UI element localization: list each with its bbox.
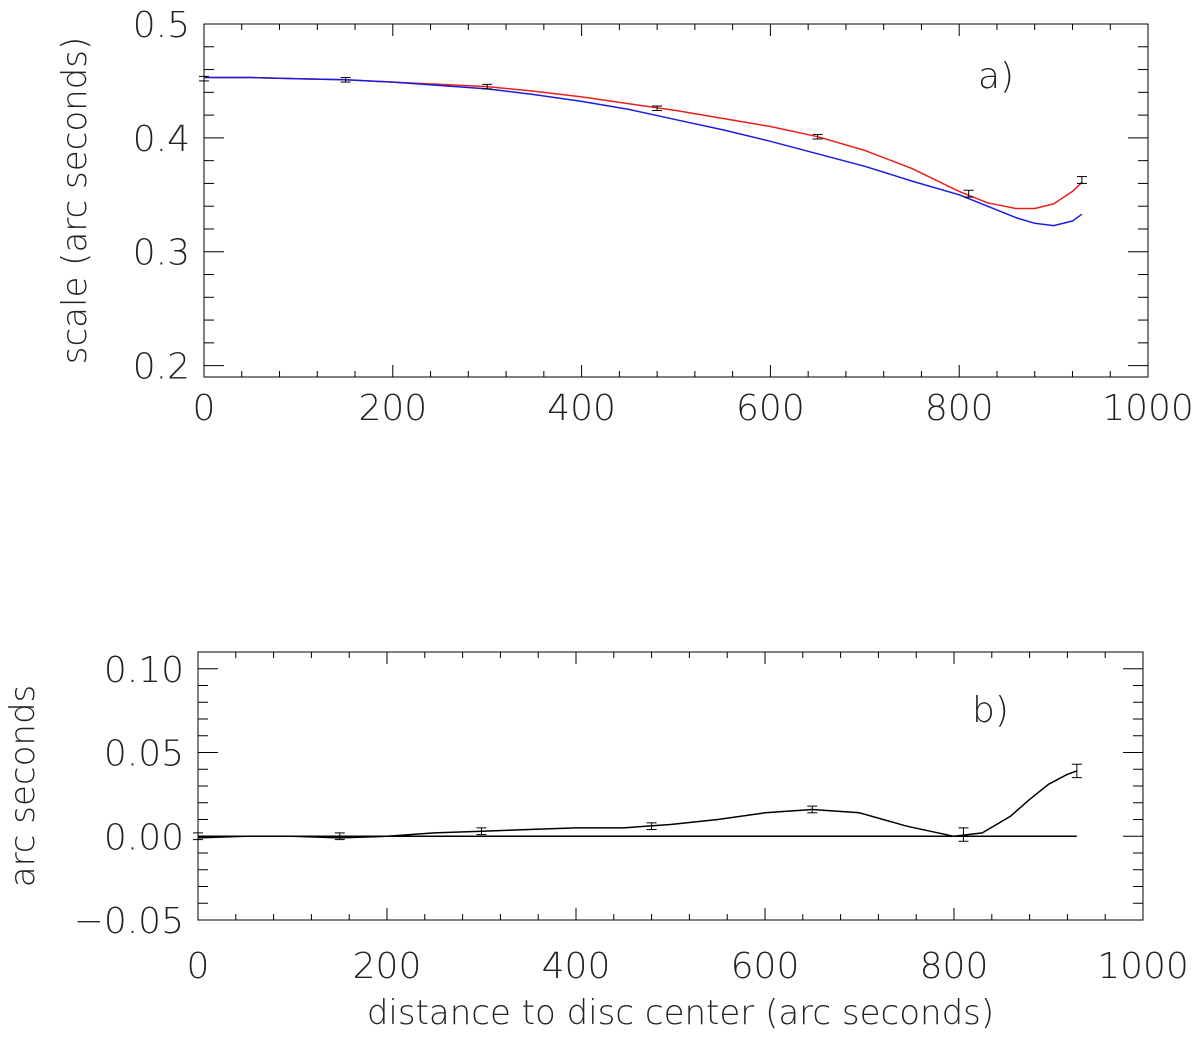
y-axis-title: arc seconds <box>3 685 43 888</box>
x-tick-label: 1000 <box>1102 388 1194 429</box>
y-tick-label: 0.5 <box>133 5 190 46</box>
x-tick-label: 600 <box>736 388 805 429</box>
error-bar-point <box>958 827 969 842</box>
x-tick-label: 0 <box>193 388 216 429</box>
y-tick-label: 0.10 <box>104 650 184 691</box>
x-tick-label: 0 <box>187 946 210 987</box>
error-bar-point <box>334 832 345 841</box>
panel-b-arc-seconds-chart: 0 200 400 600 800 1000 −0.05 0.00 0.05 0.10 arc se… <box>3 650 1189 1033</box>
x-tick-label: 600 <box>731 946 800 987</box>
error-bar-point <box>1076 176 1087 184</box>
y-tick-label: −0.05 <box>74 901 184 942</box>
y-tick-label: 0.00 <box>104 817 184 858</box>
error-bar-point <box>963 189 974 198</box>
error-bar-point <box>652 105 663 112</box>
y-tick-label: 0.4 <box>133 119 190 160</box>
panel-label: b) <box>972 690 1009 731</box>
series-line-0 <box>204 76 1083 210</box>
x-tick-label: 800 <box>925 388 994 429</box>
x-tick-label: 200 <box>353 946 422 987</box>
x-tick-label: 1000 <box>1097 946 1189 987</box>
x-axis-title: distance to disc center (arc seconds) <box>367 993 994 1033</box>
error-bar-point <box>646 822 657 831</box>
panel-label: a) <box>978 56 1014 97</box>
error-bar-point <box>476 827 487 836</box>
error-bar-point <box>807 805 818 814</box>
series-line-1 <box>204 76 1083 227</box>
y-tick-label: 0.05 <box>104 734 184 775</box>
error-bar-point <box>193 832 203 841</box>
x-tick-label: 800 <box>920 946 989 987</box>
plot-frame <box>203 23 1149 378</box>
error-bar-point <box>340 77 351 83</box>
y-axis-title: scale (arc seconds) <box>55 37 95 364</box>
error-bar-point <box>482 83 493 90</box>
y-tick-label: 0.3 <box>133 233 190 274</box>
x-tick-label: 200 <box>358 388 427 429</box>
x-tick-label: 400 <box>542 946 611 987</box>
panel-a-scale-chart: 0 200 400 600 800 1000 0.2 0.3 0.4 0.5 scale (arc … <box>55 5 1194 429</box>
y-tick-label: 0.2 <box>133 347 190 388</box>
error-bar-point <box>199 75 209 82</box>
series-line-0 <box>197 770 1078 839</box>
error-bar-point <box>1071 763 1082 779</box>
error-bar-point <box>812 133 823 140</box>
x-tick-label: 400 <box>547 388 616 429</box>
